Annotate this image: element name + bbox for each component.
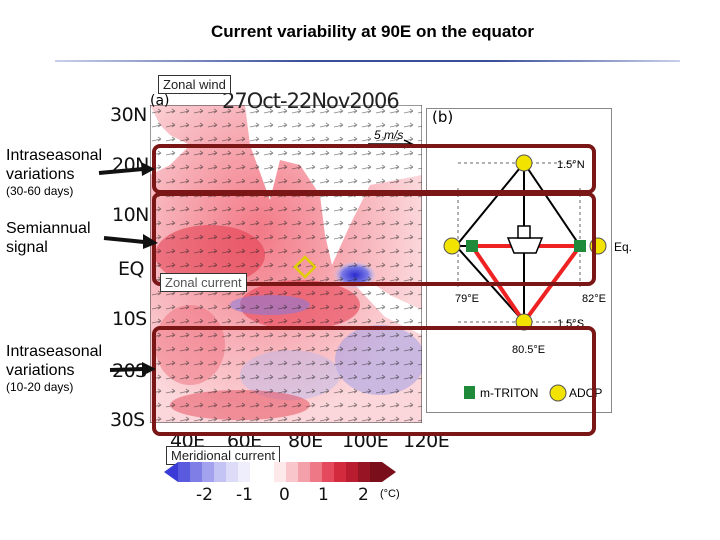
colorbar-tick-2: 2 <box>358 485 369 505</box>
intraseasonal-label-1: Intraseasonal variations <box>6 147 103 183</box>
array-eq-label: Eq. <box>614 240 633 254</box>
intraseasonal-period-2: (10-20 days) <box>6 380 74 394</box>
colorbar-unit: (°C) <box>380 488 400 500</box>
panel-b-label: (b) <box>432 108 454 126</box>
array-east-label: 82°E <box>582 293 606 305</box>
lat-label-eq: EQ <box>118 258 144 280</box>
colorbar <box>164 462 396 482</box>
colorbar-tick-minus2: -2 <box>196 485 213 505</box>
lat-label-30n: 30N <box>110 104 147 126</box>
array-west-label: 79°E <box>455 293 479 305</box>
page-title: Current variability at 90E on the equato… <box>210 22 535 41</box>
semiannual-label: Semiannual signal <box>6 220 91 256</box>
arrow-intraseasonal-2 <box>109 362 156 376</box>
intraseasonal-label-2: Intraseasonal variations <box>6 343 103 379</box>
array-north-label: 1.5°N <box>557 159 585 171</box>
colorbar-tick-minus1: -1 <box>236 485 253 505</box>
highlight-box-equator <box>152 192 596 286</box>
highlight-box-north <box>152 144 596 194</box>
lat-label-10n: 10N <box>112 204 149 226</box>
colorbar-tick-0: 0 <box>279 485 290 505</box>
array-center-label: 80.5°E <box>512 344 546 356</box>
map-scale-label: 5 m/s <box>374 128 404 142</box>
title-underline <box>55 60 680 62</box>
arrow-intraseasonal-1 <box>98 162 155 176</box>
panel-a-label: (a) <box>150 93 170 109</box>
legend-triton-label: m-TRITON <box>480 386 539 400</box>
colorbar-tick-1: 1 <box>318 485 329 505</box>
arrow-semiannual <box>103 234 158 249</box>
highlight-box-south <box>152 326 596 436</box>
map-date-range: 27Oct-22Nov2006 <box>222 89 400 113</box>
zonal-current-label: Zonal current <box>160 273 247 292</box>
lat-label-30s: 30S <box>110 409 145 431</box>
mooring-array-diagram <box>426 108 612 413</box>
intraseasonal-period-1: (30-60 days) <box>6 184 74 198</box>
lat-label-10s: 10S <box>112 308 147 330</box>
zonal-wind-label: Zonal wind <box>158 75 231 94</box>
